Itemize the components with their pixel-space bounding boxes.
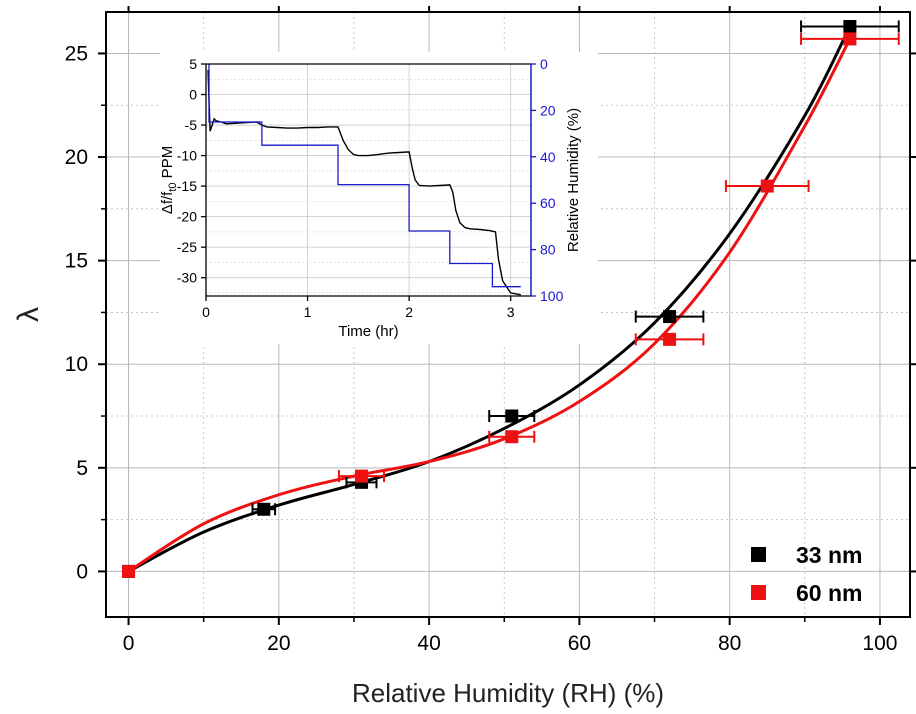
inset-x-tick-label: 2 (405, 304, 413, 320)
inset-y-tick-label: -25 (177, 239, 197, 255)
legend: 33 nm 60 nm (751, 542, 862, 606)
data-point-series-1 (843, 32, 856, 45)
inset-y-tick-label: 5 (189, 56, 197, 72)
inset-x-tick-label: 0 (202, 304, 210, 320)
inset-y2-tick-label: 40 (540, 149, 556, 165)
inset-y-tick-label: -20 (177, 209, 197, 225)
inset-x-tick-label: 1 (304, 304, 312, 320)
inset-y-axis-label-subscript: t0 (167, 182, 179, 191)
inset-y-tick-label: 0 (189, 87, 197, 103)
y-tick-label: 10 (65, 353, 88, 376)
y-tick-label: 25 (65, 42, 88, 65)
data-point-series-1 (122, 565, 135, 578)
inset-y2-axis-label: Relative Humidity (%) (565, 108, 582, 252)
data-point-series-0 (663, 310, 676, 323)
x-tick-label: 60 (568, 632, 591, 655)
inset-y2-tick-label: 60 (540, 195, 556, 211)
data-point-series-1 (505, 430, 518, 443)
inset-plot: 0 1 2 3 5 0 -5 -10 -15 -20 -25 -30 0 20 40 60 80 100 Time … (159, 52, 598, 344)
legend-label-series-1: 60 nm (796, 580, 862, 606)
y-tick-label: 0 (76, 560, 88, 583)
inset-x-tick-label: 3 (507, 304, 515, 320)
data-point-series-1 (355, 470, 368, 483)
y-tick-label: 15 (65, 250, 88, 273)
data-point-series-1 (761, 180, 774, 193)
inset-y-axis-label-unit: PPM (159, 146, 176, 183)
legend-marker-series-0 (751, 547, 766, 562)
inset-y-tick-label: -30 (177, 270, 197, 286)
data-point-series-0 (505, 410, 518, 423)
x-tick-label: 100 (862, 632, 897, 655)
inset-y2-tick-label: 0 (540, 56, 548, 72)
x-tick-label: 0 (123, 632, 135, 655)
legend-label-series-0: 33 nm (796, 542, 862, 568)
inset-y-tick-label: -10 (177, 148, 197, 164)
y-tick-label: 20 (65, 146, 88, 169)
inset-y-tick-label: -15 (177, 178, 197, 194)
y-tick-label: 5 (76, 457, 88, 480)
x-axis-label: Relative Humidity (RH) (%) (352, 678, 664, 708)
inset-y-axis-label-main: Δf/f (159, 191, 176, 214)
inset-y-tick-label: -5 (185, 117, 198, 133)
legend-marker-series-1 (751, 585, 766, 600)
inset-background (160, 52, 598, 344)
data-point-series-1 (663, 333, 676, 346)
x-tick-label: 80 (718, 632, 741, 655)
inset-y2-tick-label: 100 (540, 288, 564, 304)
x-tick-label: 40 (417, 632, 440, 655)
data-point-series-0 (843, 20, 856, 33)
x-tick-label: 20 (267, 632, 290, 655)
inset-y2-tick-label: 80 (540, 242, 556, 258)
inset-x-axis-label: Time (hr) (338, 323, 398, 340)
y-axis-label: λ (12, 307, 45, 322)
data-point-series-0 (257, 503, 270, 516)
inset-y2-tick-label: 20 (540, 102, 556, 118)
